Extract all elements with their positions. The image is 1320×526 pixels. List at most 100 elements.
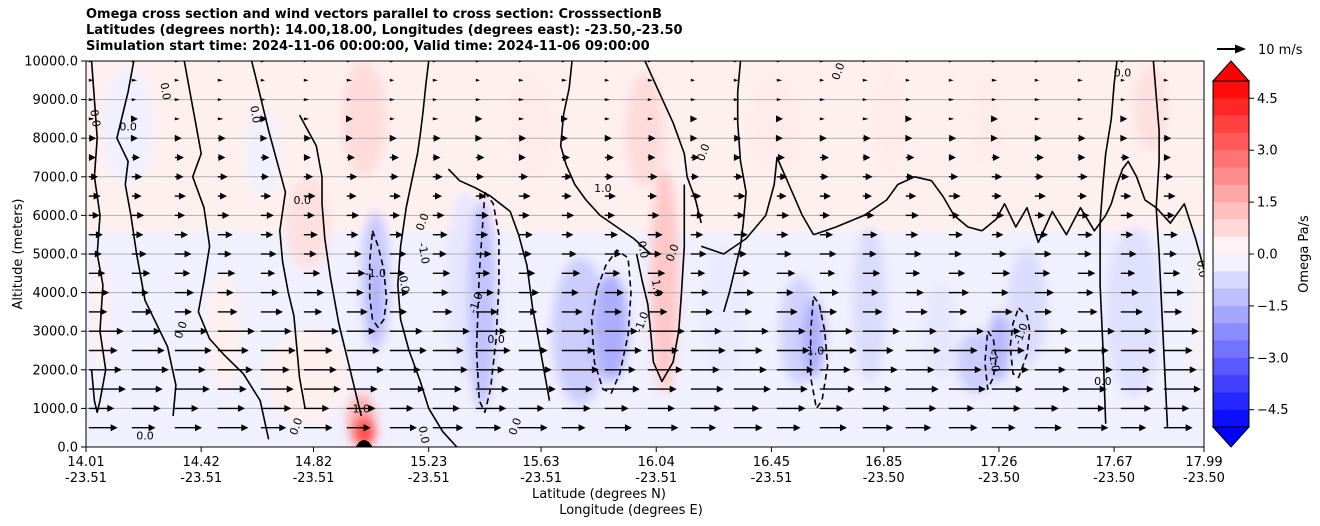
colorbar-extend-max bbox=[1211, 60, 1251, 82]
wind-vector-r11-c9 bbox=[475, 231, 489, 239]
wind-vector-head bbox=[174, 134, 182, 142]
x-tick-longitude-3: -23.51 bbox=[408, 471, 450, 486]
wind-vector-head bbox=[1038, 192, 1046, 200]
wind-vector-r16-c23 bbox=[1077, 134, 1086, 142]
wind-vector-head bbox=[564, 192, 572, 200]
wind-vector-r17-c7 bbox=[389, 117, 395, 121]
wind-vector-head bbox=[905, 78, 911, 82]
wind-vector-head bbox=[524, 250, 532, 258]
wind-vector-r18-c24 bbox=[1120, 98, 1126, 102]
wind-vector-r5-c12 bbox=[604, 347, 642, 354]
omega-region-24 bbox=[852, 226, 887, 382]
x-tick-latitude-4: 15.63 bbox=[522, 455, 559, 470]
wind-vector-head bbox=[389, 78, 395, 82]
wind-vector-head bbox=[130, 134, 138, 142]
wind-vector-r3-c13 bbox=[647, 385, 677, 393]
wind-vector-r9-c2 bbox=[174, 269, 191, 277]
wind-vector-head bbox=[268, 269, 276, 277]
wind-vector-r10-c10 bbox=[518, 250, 532, 258]
wind-vector-head bbox=[1058, 366, 1066, 374]
wind-vector-r9-c16 bbox=[776, 269, 796, 277]
wind-vector-r13-c9 bbox=[475, 192, 487, 200]
wind-vector-r3-c5 bbox=[303, 385, 341, 393]
wind-vector-r2-c4 bbox=[260, 404, 292, 412]
wind-vector-head bbox=[648, 154, 656, 161]
wind-vector-head bbox=[1015, 385, 1023, 393]
omega-region-15 bbox=[507, 72, 558, 181]
wind-vector-head bbox=[955, 231, 963, 239]
wind-vector-r16-c10 bbox=[518, 134, 527, 142]
wind-vector-r14-c12 bbox=[604, 173, 614, 181]
wind-vector-head bbox=[1191, 327, 1199, 335]
wind-vector-r14-c10 bbox=[518, 173, 529, 181]
wind-vector-head bbox=[260, 78, 266, 82]
omega-region-1 bbox=[102, 68, 154, 185]
wind-vector-r8-c17 bbox=[819, 289, 840, 297]
wind-vector-head bbox=[107, 404, 115, 412]
wind-vector-head bbox=[591, 366, 599, 374]
y-tick-label-9: 9000.0 bbox=[33, 93, 79, 108]
wind-vector-head bbox=[828, 269, 836, 277]
wind-vector-r9-c13 bbox=[647, 269, 666, 277]
wind-vector-head bbox=[948, 98, 955, 102]
wind-vector-r7-c3 bbox=[217, 308, 238, 316]
wind-vector-head bbox=[415, 327, 423, 335]
wind-vector-r5-c0 bbox=[88, 347, 118, 354]
wind-vector-head bbox=[994, 192, 1002, 200]
colorbar-band-6 bbox=[1213, 184, 1249, 203]
wind-vector-head bbox=[1097, 404, 1105, 412]
wind-vector-r9-c9 bbox=[475, 269, 491, 277]
zero-contour-4 bbox=[298, 114, 363, 417]
wind-vector-r1-c7 bbox=[389, 424, 417, 432]
wind-vector-head bbox=[1036, 154, 1044, 161]
wind-vector-r16-c22 bbox=[1034, 134, 1042, 142]
wind-vector-head bbox=[906, 173, 914, 181]
wind-vector-head bbox=[417, 385, 425, 393]
wind-vector-head bbox=[443, 269, 451, 277]
wind-vector-head bbox=[331, 327, 339, 335]
wind-vector-head bbox=[540, 347, 548, 354]
wind-vector-r10-c18 bbox=[862, 250, 877, 258]
wind-vector-r10-c11 bbox=[561, 250, 577, 258]
wind-vector-r15-c19 bbox=[905, 154, 915, 161]
wind-vector-head bbox=[346, 98, 352, 102]
wind-vector-head bbox=[1099, 385, 1107, 393]
wind-vector-r6-c10 bbox=[518, 327, 554, 335]
wind-vector-head bbox=[1017, 347, 1025, 354]
wind-vector-head bbox=[266, 231, 274, 239]
wind-vector-r11-c1 bbox=[131, 231, 144, 239]
wind-vector-r17-c20 bbox=[948, 117, 955, 121]
wind-vector-head bbox=[660, 308, 668, 316]
x-tick-longitude-7: -23.50 bbox=[863, 471, 905, 486]
wind-vector-r8-c20 bbox=[948, 289, 970, 297]
omega-region-18 bbox=[625, 72, 665, 189]
wind-vector-r7-c23 bbox=[1077, 308, 1098, 316]
colorbar-band-17 bbox=[1213, 375, 1249, 393]
wind-vector-r11-c12 bbox=[604, 231, 619, 239]
wind-vector-r1-c19 bbox=[905, 424, 932, 432]
wind-vector-r14-c5 bbox=[303, 173, 314, 181]
wind-vector-r7-c19 bbox=[905, 308, 928, 316]
wind-vector-head bbox=[1126, 211, 1134, 219]
x-tick-longitude-2: -23.51 bbox=[293, 471, 335, 486]
wind-vector-head bbox=[134, 192, 142, 200]
wind-vector-r1-c16 bbox=[776, 424, 801, 432]
wind-vector-r13-c20 bbox=[948, 192, 961, 200]
wind-vector-r7-c16 bbox=[776, 308, 798, 316]
wind-vector-head bbox=[217, 78, 223, 82]
wind-vector-r17-c23 bbox=[1077, 117, 1084, 121]
chart-title-line-3: Simulation start time: 2024-11-06 00:00:… bbox=[86, 39, 650, 54]
wind-vector-head bbox=[264, 192, 272, 200]
wind-vector-head bbox=[836, 404, 844, 412]
wind-vector-head bbox=[1003, 269, 1011, 277]
wind-vector-r2-c3 bbox=[217, 404, 245, 412]
wind-vector-head bbox=[933, 347, 941, 354]
wind-vector-head bbox=[1051, 404, 1059, 412]
contour-label-11: 0.0 bbox=[664, 242, 682, 263]
omega-region-19 bbox=[650, 169, 679, 393]
wind-vector-r14-c19 bbox=[905, 173, 914, 181]
wind-vector-head bbox=[869, 250, 877, 258]
colorbar-band-10 bbox=[1213, 254, 1249, 272]
wind-vector-r19-c15 bbox=[733, 78, 739, 82]
wind-vector-head bbox=[905, 98, 911, 102]
